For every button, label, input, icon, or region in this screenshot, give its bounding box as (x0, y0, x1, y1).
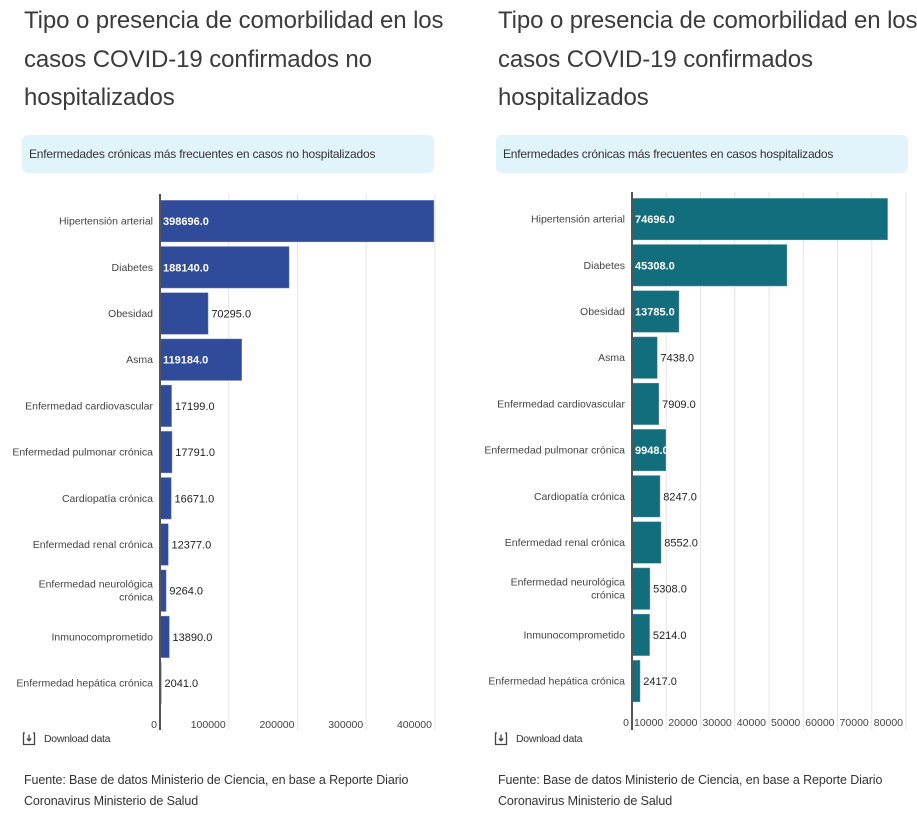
download-data-label: Download data (44, 733, 111, 745)
bar-enfermedad-pulmonar-cronica[interactable] (631, 428, 667, 472)
category-label: Enfermedad cardiovascular (497, 398, 625, 410)
x-tick-label: 300000 (328, 719, 363, 730)
source-note: Fuente: Base de datos Ministerio de Cien… (24, 773, 409, 808)
x-tick-label: 40000 (737, 717, 766, 729)
category-label: Hipertensión arterial (59, 216, 153, 228)
x-tick-label: 20000 (668, 717, 697, 729)
bar-asma[interactable] (631, 336, 658, 380)
category-label: Enfermedad hepática crónica (16, 678, 153, 690)
chart-panel-no-hospitalizados: Tipo o presencia de comorbilidad en los … (0, 0, 458, 826)
value-label: 9948.0 (635, 445, 669, 457)
value-label: 7438.0 (660, 353, 694, 365)
category-label: Obesidad (580, 306, 625, 318)
category-label: Asma (126, 354, 153, 366)
x-tick-label: 30000 (703, 717, 732, 729)
category-label: Enfermedad renal crónica (33, 539, 153, 551)
x-tick-label: 50000 (771, 717, 800, 729)
bar-hipertension-arterial[interactable] (159, 199, 435, 243)
download-icon (494, 732, 508, 746)
category-label: Cardiopatía crónica (62, 493, 153, 505)
x-tick-label: 0 (151, 719, 157, 730)
value-label: 7909.0 (662, 399, 696, 411)
value-label: 188140.0 (163, 262, 209, 274)
category-label: Enfermedad neurológica crónica (511, 577, 626, 602)
bar-enfermedad-neurologica-cronica[interactable] (631, 567, 651, 611)
bar-enfermedad-cardiovascular[interactable] (631, 382, 660, 426)
value-label: 398696.0 (163, 216, 209, 228)
category-label: Enfermedad hepática crónica (488, 676, 625, 688)
x-tick-label: 70000 (840, 717, 869, 729)
x-tick-label: 60000 (805, 717, 834, 729)
bar-chart-no-hospitalizados: Hipertensión arterial 398696.0 Diabetes 188… (12, 194, 436, 730)
category-label: Hipertensión arterial (531, 214, 625, 226)
value-label: 8552.0 (664, 538, 698, 550)
x-tick-label: 100000 (191, 719, 226, 730)
category-label: Inmunocomprometido (523, 629, 625, 641)
x-tick-label: 400000 (397, 719, 432, 730)
category-label: Enfermedad pulmonar crónica (12, 447, 153, 459)
value-label: 17199.0 (175, 401, 215, 413)
bar-enfermedad-cardiovascular[interactable] (159, 384, 173, 428)
bar-asma[interactable] (159, 338, 243, 382)
source-note: Fuente: Base de datos Ministerio de Cien… (498, 773, 883, 808)
value-label: 5214.0 (653, 630, 687, 642)
category-label: Enfermedad pulmonar crónica (484, 445, 625, 457)
bar-enfermedad-hepatica-cronica[interactable] (631, 659, 641, 703)
x-tick-label: 10000 (634, 717, 663, 729)
category-label: Inmunocomprometido (51, 631, 153, 643)
chart-subtitle: Enfermedades crónicas más frecuentes en … (503, 147, 834, 161)
value-label: 119184.0 (163, 355, 208, 367)
value-label: 17791.0 (175, 447, 215, 459)
download-data-label: Download data (516, 733, 583, 745)
value-label: 2417.0 (643, 676, 677, 688)
category-label: Enfermedad renal crónica (505, 537, 625, 549)
value-label: 12377.0 (172, 540, 212, 552)
download-data-button[interactable]: Download data (494, 732, 582, 746)
chart-title: Tipo o presencia de comorbilidad en los … (24, 7, 444, 111)
x-tick-label: 80000 (874, 717, 903, 729)
bar-inmunocomprometido[interactable] (631, 613, 651, 657)
category-label: Cardiopatía crónica (534, 491, 625, 503)
bar-obesidad[interactable] (159, 292, 209, 335)
chart-subtitle-box: Enfermedades crónicas más frecuentes en … (22, 135, 434, 173)
download-data-button[interactable]: Download data (22, 732, 110, 746)
category-label: Diabetes (584, 260, 625, 272)
bar-enfermedad-renal-cronica[interactable] (159, 523, 170, 566)
category-label: Asma (598, 352, 625, 364)
value-label: 74696.0 (635, 214, 675, 226)
bar-diabetes[interactable] (159, 245, 290, 289)
value-label: 8247.0 (663, 491, 697, 503)
value-label: 13890.0 (173, 632, 213, 644)
bar-enfermedad-renal-cronica[interactable] (631, 521, 662, 564)
download-icon (22, 732, 36, 746)
bar-diabetes[interactable] (631, 243, 788, 287)
value-label: 2041.0 (165, 678, 199, 690)
chart-subtitle: Enfermedades crónicas más frecuentes en … (29, 147, 376, 161)
bar-chart-hospitalizados: Hipertensión arterial 74696.0 Diabetes 4530… (484, 192, 907, 730)
x-tick-label: 200000 (259, 719, 294, 730)
bar-inmunocomprometido[interactable] (159, 615, 171, 659)
chart-subtitle-box: Enfermedades crónicas más frecuentes en … (496, 135, 908, 173)
bar-cardiopatia-cronica[interactable] (159, 476, 172, 520)
bar-hipertension-arterial[interactable] (631, 197, 889, 241)
category-label: Diabetes (112, 262, 153, 274)
chart-panel-hospitalizados: Tipo o presencia de comorbilidad en los … (472, 0, 917, 826)
value-label: 45308.0 (635, 260, 675, 272)
category-label: Enfermedad neurológica crónica (39, 579, 154, 604)
bar-cardiopatia-cronica[interactable] (631, 474, 661, 518)
value-label: 9264.0 (169, 586, 203, 598)
value-label: 16671.0 (174, 493, 214, 505)
value-label: 13785.0 (635, 307, 675, 319)
bar-enfermedad-pulmonar-cronica[interactable] (159, 430, 173, 474)
category-label: Obesidad (108, 308, 153, 320)
category-label: Enfermedad cardiovascular (25, 400, 153, 412)
value-label: 70295.0 (211, 309, 251, 321)
chart-title: Tipo o presencia de comorbilidad en los … (498, 7, 917, 111)
x-tick-label: 0 (623, 717, 629, 729)
value-label: 5308.0 (653, 584, 687, 596)
